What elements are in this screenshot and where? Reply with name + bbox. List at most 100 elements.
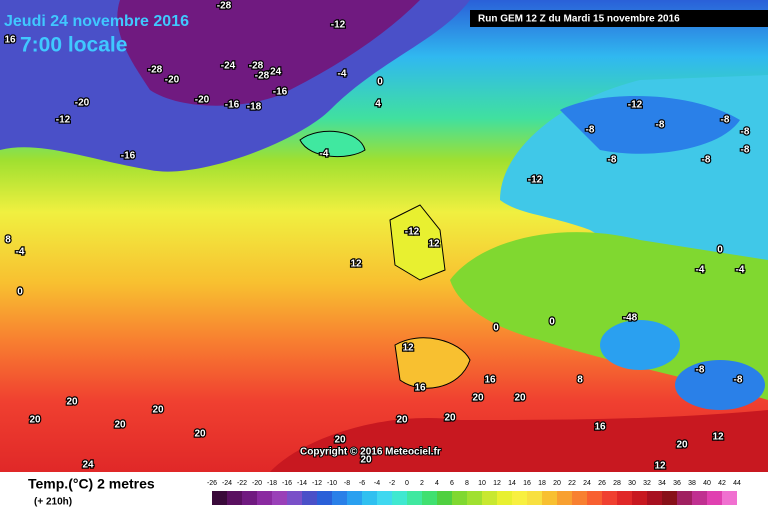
temp-label: 20 bbox=[334, 435, 346, 446]
temp-label: 20 bbox=[514, 393, 526, 404]
scandinavia-cold bbox=[560, 96, 740, 154]
colorbar-tick-label: -20 bbox=[252, 480, 262, 487]
colorbar-tick-label: 18 bbox=[538, 480, 546, 487]
temp-label: 12 bbox=[712, 432, 724, 443]
color-swatch bbox=[467, 491, 482, 505]
temp-label: -12 bbox=[528, 175, 543, 186]
temp-label: -8 bbox=[656, 120, 665, 131]
temp-label: 20 bbox=[114, 420, 126, 431]
colorbar-tick-label: 20 bbox=[553, 480, 561, 487]
temp-label: 0 bbox=[377, 77, 383, 88]
temp-label: -12 bbox=[405, 227, 420, 238]
colorbar-tick-label: 12 bbox=[493, 480, 501, 487]
temp-label: -16 bbox=[225, 100, 240, 111]
temp-label: 20 bbox=[676, 440, 688, 451]
color-swatch bbox=[647, 491, 662, 505]
color-swatch bbox=[287, 491, 302, 505]
colorbar: -26 -24 -22 -20 -18 -16 -14 -12 -10 -8 -6 -4 -2 0 2 4 6 8… bbox=[207, 480, 741, 505]
color-swatch bbox=[227, 491, 242, 505]
temp-label: -28 bbox=[255, 71, 270, 82]
temp-label: 16 bbox=[414, 383, 426, 394]
colorbar-tick-label: -26 bbox=[207, 480, 217, 487]
colorbar-tick-label: 22 bbox=[568, 480, 576, 487]
colorbar-tick-label: 0 bbox=[405, 480, 409, 487]
color-swatch bbox=[482, 491, 497, 505]
temp-label: -4 bbox=[736, 265, 745, 276]
temp-label: 12 bbox=[402, 343, 414, 354]
temp-label: 8 bbox=[577, 375, 583, 386]
anatolia-cold bbox=[675, 360, 765, 410]
colorbar-tick-label: 10 bbox=[478, 480, 486, 487]
temp-label: -8 bbox=[702, 155, 711, 166]
temp-label: -12 bbox=[331, 20, 346, 31]
balkans-cold bbox=[600, 320, 680, 370]
colorbar-tick-label: 6 bbox=[450, 480, 454, 487]
colorbar-tick-label: -16 bbox=[282, 480, 292, 487]
color-swatch bbox=[407, 491, 422, 505]
temp-label: -8 bbox=[696, 365, 705, 376]
colorbar-tick-label: 24 bbox=[583, 480, 591, 487]
temp-label: 0 bbox=[17, 287, 23, 298]
color-swatch bbox=[362, 491, 377, 505]
colorbar-tick-label: -6 bbox=[359, 480, 365, 487]
temp-label: -4 bbox=[320, 149, 329, 160]
run-info: Run GEM 12 Z du Mardi 15 novembre 2016 bbox=[478, 14, 680, 25]
color-swatch bbox=[512, 491, 527, 505]
temp-label: 16 bbox=[594, 422, 606, 433]
greenland-core bbox=[117, 0, 420, 106]
temp-label: 20 bbox=[66, 397, 78, 408]
temp-label: 0 bbox=[493, 323, 499, 334]
color-swatch bbox=[272, 491, 287, 505]
temp-label: -16 bbox=[121, 151, 136, 162]
temp-label: -16 bbox=[273, 87, 288, 98]
temp-label: -12 bbox=[56, 115, 71, 126]
colorbar-tick-label: -14 bbox=[297, 480, 307, 487]
color-swatch bbox=[587, 491, 602, 505]
color-swatch bbox=[557, 491, 572, 505]
colorbar-tick-label: 38 bbox=[688, 480, 696, 487]
temp-label: -12 bbox=[628, 100, 643, 111]
colorbar-tick-label: 42 bbox=[718, 480, 726, 487]
iberia bbox=[394, 337, 471, 389]
temp-label: -8 bbox=[734, 375, 743, 386]
color-swatch bbox=[302, 491, 317, 505]
temp-label: -8 bbox=[586, 125, 595, 136]
colorbar-tick-label: 8 bbox=[465, 480, 469, 487]
color-swatch bbox=[632, 491, 647, 505]
color-swatch bbox=[422, 491, 437, 505]
temp-label: 16 bbox=[484, 375, 496, 386]
color-swatch bbox=[707, 491, 722, 505]
temperature-labels: -12-28-28-20-24 -28-24-28-20 -16 -18-16-404… bbox=[3, 0, 751, 473]
temp-label: -8 bbox=[741, 127, 750, 138]
temp-label: 12 bbox=[428, 239, 440, 250]
colorbar-tick-label: 30 bbox=[628, 480, 636, 487]
temp-label: -18 bbox=[247, 102, 262, 113]
colorbar-tick-label: 2 bbox=[420, 480, 424, 487]
temp-label: 20 bbox=[396, 415, 408, 426]
africa bbox=[270, 410, 768, 472]
color-swatch bbox=[497, 491, 512, 505]
colorbar-tick-label: 32 bbox=[643, 480, 651, 487]
colorbar-tick-label: 40 bbox=[703, 480, 711, 487]
colorbar-tick-label: -18 bbox=[267, 480, 277, 487]
color-swatch bbox=[212, 491, 227, 505]
temp-label: 8 bbox=[5, 235, 11, 246]
temp-label: -28 bbox=[249, 61, 264, 72]
color-swatch bbox=[527, 491, 542, 505]
color-swatch bbox=[692, 491, 707, 505]
temp-label: -20 bbox=[165, 75, 180, 86]
lead-time: (+ 210h) bbox=[34, 497, 72, 508]
temp-label: -20 bbox=[75, 98, 90, 109]
colorbar-tick-label: 4 bbox=[435, 480, 439, 487]
british-isles bbox=[389, 204, 446, 281]
temp-label: 20 bbox=[472, 393, 484, 404]
temp-label: -4 bbox=[338, 69, 347, 80]
temp-label: 20 bbox=[444, 413, 456, 424]
temp-label: 12 bbox=[350, 259, 362, 270]
color-swatch bbox=[332, 491, 347, 505]
color-swatch bbox=[617, 491, 632, 505]
temp-label: 20 bbox=[360, 455, 372, 466]
colorbar-tick-label: 14 bbox=[508, 480, 516, 487]
colorbar-tick-label: 36 bbox=[673, 480, 681, 487]
copyright: Copyright © 2016 Meteociel.fr bbox=[300, 447, 441, 458]
